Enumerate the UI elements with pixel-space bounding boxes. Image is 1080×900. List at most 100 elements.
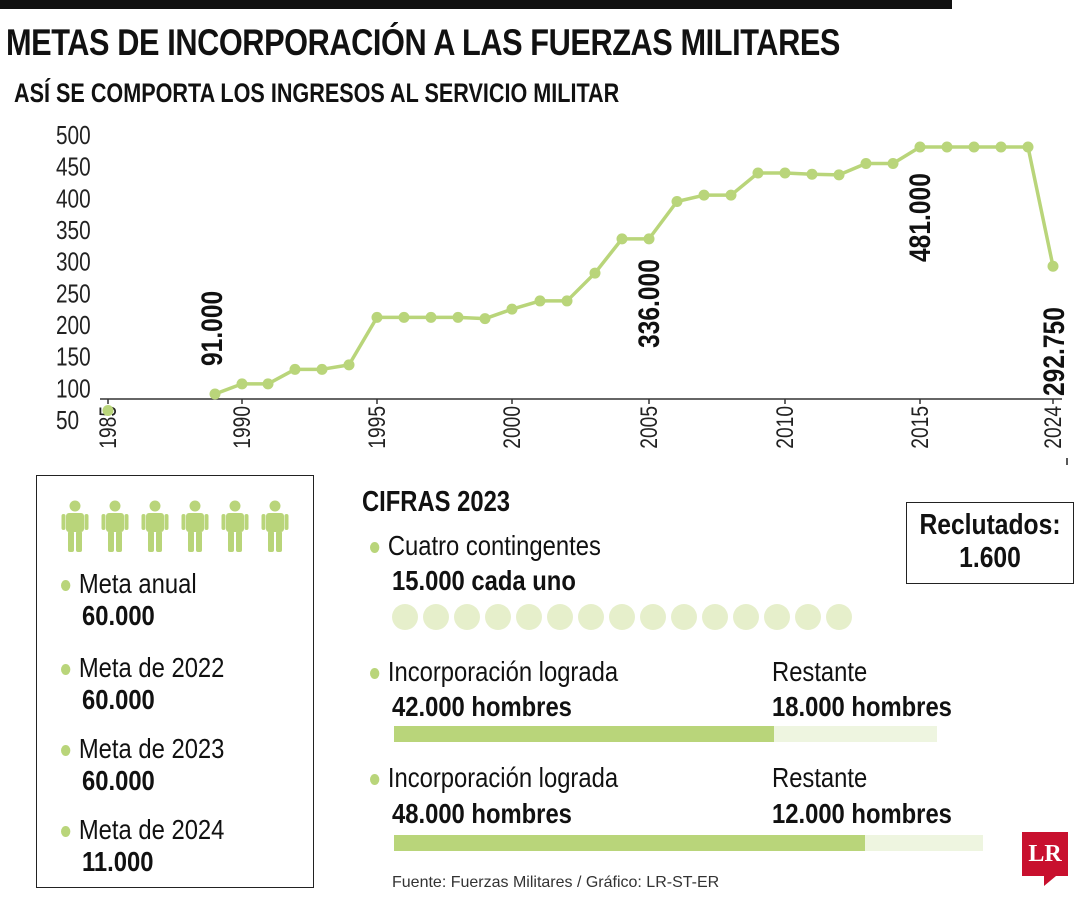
recruits-label: Reclutados: <box>919 509 1061 541</box>
goal-label: Meta de 2022 <box>78 652 225 683</box>
logo-tail <box>1044 876 1056 886</box>
contingent-dot <box>454 604 480 630</box>
person-icon <box>141 500 169 552</box>
data-point <box>968 141 980 153</box>
data-point <box>236 378 248 390</box>
contingent-dot <box>516 604 542 630</box>
y-tick-label: 500 <box>56 121 91 150</box>
remaining-label: Restante <box>772 762 868 793</box>
achieved-value: 42.000 hombres <box>392 691 572 722</box>
goal-item: Meta anual 60.000 <box>61 568 221 632</box>
data-point <box>725 189 737 201</box>
data-point <box>833 169 845 181</box>
data-point <box>589 267 601 279</box>
data-point <box>398 311 410 323</box>
chart-subtitle: ASÍ SE COMPORTA LOS INGRESOS AL SERVICIO… <box>14 78 620 108</box>
data-point <box>316 363 328 375</box>
people-icons <box>61 500 289 552</box>
y-tick-label: 250 <box>56 279 91 308</box>
progress-bar-fill <box>394 726 775 742</box>
contingent-dot <box>423 604 449 630</box>
bullet-icon <box>370 668 380 680</box>
contingent-dot <box>485 604 511 630</box>
data-point <box>1022 141 1034 153</box>
goal-item: Meta de 2022 60.000 <box>61 652 253 716</box>
y-tick-label: 100 <box>56 374 91 403</box>
x-tick-label: 1995 <box>363 406 391 449</box>
contingent-dot <box>671 604 697 630</box>
y-tick-label: 200 <box>56 311 91 340</box>
recruits-box: Reclutados: 1.600 <box>906 502 1074 584</box>
remaining-value: 18.000 hombres <box>772 691 952 722</box>
data-point <box>914 141 926 153</box>
contingents-label: Cuatro contingentes <box>370 530 601 562</box>
data-point <box>779 167 791 179</box>
person-icon <box>61 500 89 552</box>
data-point <box>479 313 491 325</box>
progress-bar <box>394 726 937 742</box>
recruits-value: 1.600 <box>959 542 1021 574</box>
data-point <box>995 141 1007 153</box>
person-icon <box>261 500 289 552</box>
data-point <box>452 311 464 323</box>
contingent-dot <box>764 604 790 630</box>
data-label: 481.000 <box>903 173 937 262</box>
progress-bar-fill <box>394 835 866 851</box>
data-point <box>1047 260 1059 272</box>
progress-bar <box>394 835 983 851</box>
achieved-label: Incorporación lograda <box>370 656 618 688</box>
bullet-icon <box>370 774 380 786</box>
top-bar <box>0 0 952 9</box>
goal-value: 60.000 <box>82 765 155 796</box>
data-point <box>698 189 710 201</box>
bullet-icon <box>61 745 71 757</box>
contingent-dots <box>392 604 852 630</box>
y-tick-label: 350 <box>56 216 91 245</box>
x-tick-label: 2005 <box>635 406 663 449</box>
data-point <box>887 158 899 169</box>
x-tick-label: 2010 <box>771 406 799 449</box>
data-point <box>262 378 274 390</box>
goal-item: Meta de 2023 60.000 <box>61 733 253 797</box>
y-tick-label: 450 <box>56 152 91 181</box>
y-tick-label: 150 <box>56 342 91 371</box>
goal-label: Meta anual <box>78 568 197 599</box>
stats-heading: CIFRAS 2023 <box>362 486 511 518</box>
contingent-dot <box>702 604 728 630</box>
bullet-icon <box>370 542 380 554</box>
source-note: Fuente: Fuerzas Militares / Gráfico: LR-… <box>392 874 720 891</box>
data-point <box>752 167 764 179</box>
contingent-dot <box>826 604 852 630</box>
contingent-dot <box>578 604 604 630</box>
data-point <box>209 388 221 400</box>
bullet-icon <box>61 664 71 676</box>
goals-panel: Meta anual 60.000 Meta de 2022 60.000 Me… <box>36 475 314 888</box>
data-point <box>506 303 518 315</box>
data-point <box>561 295 573 307</box>
data-point <box>643 233 655 245</box>
bullet-icon <box>61 826 71 838</box>
y-tick-label: 400 <box>56 184 91 213</box>
achieved-label: Incorporación lograda <box>370 762 618 794</box>
contingent-dot <box>795 604 821 630</box>
lr-logo: LR <box>1022 832 1068 876</box>
goal-item: Meta de 2024 11.000 <box>61 814 253 878</box>
contingent-dot <box>547 604 573 630</box>
person-icon <box>221 500 249 552</box>
data-point <box>671 196 683 207</box>
contingent-dot <box>609 604 635 630</box>
contingent-dot <box>733 604 759 630</box>
data-point <box>534 295 546 307</box>
person-icon <box>181 500 209 552</box>
goal-label: Meta de 2023 <box>78 733 225 764</box>
bullet-icon <box>61 580 71 592</box>
x-tick-label: 1990 <box>228 406 256 449</box>
data-point <box>806 168 818 180</box>
x-tick-label: 2024 <box>1039 406 1067 449</box>
pointer-line <box>1066 458 1068 465</box>
data-point <box>343 359 355 371</box>
contingent-dot <box>392 604 418 630</box>
goal-value: 60.000 <box>82 600 155 631</box>
achieved-value: 48.000 hombres <box>392 798 572 829</box>
